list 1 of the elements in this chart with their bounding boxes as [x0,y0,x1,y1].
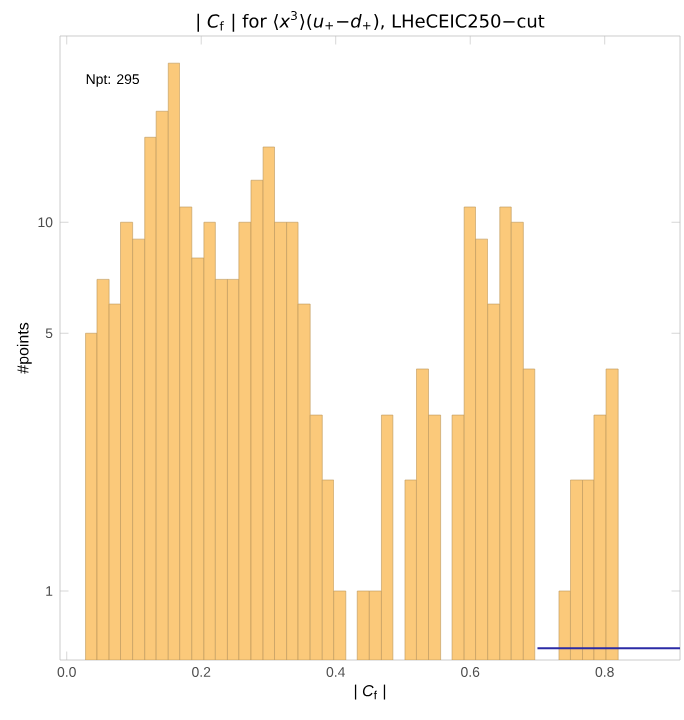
chart-title: | C$_{f}$ | for ⟨x$^{3}$⟩(u$_{+}$−d$_{+}$), LHeCEIC250−cut [197,11,545,32]
